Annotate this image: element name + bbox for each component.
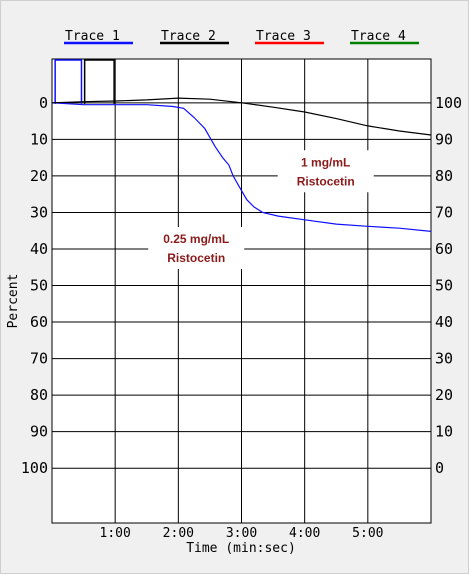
y-right-tick-label: 10 — [435, 423, 453, 441]
y-right-tick-label: 40 — [435, 313, 453, 331]
x-tick-label: 1:00 — [100, 526, 131, 541]
y-right-tick-label: 30 — [435, 350, 453, 368]
annotation-low-line-1: 0.25 mg/mL — [163, 232, 229, 246]
annotation-low-line-2: Ristocetin — [167, 251, 225, 265]
series-start-pulse-1 — [54, 59, 83, 104]
y-left-tick-label: 100 — [21, 459, 48, 477]
series-line-2 — [51, 97, 432, 136]
series-start-pulse-2 — [83, 59, 115, 104]
y-right-tick-label: 80 — [435, 167, 453, 185]
x-axis-label: Time (min:sec) — [186, 541, 296, 556]
y-left-tick-label: 80 — [30, 386, 48, 404]
y-left-tick-label: 0 — [39, 94, 48, 112]
x-tick-label: 2:00 — [163, 526, 194, 541]
x-tick-label: 5:00 — [352, 526, 383, 541]
series-line-1 — [51, 102, 432, 232]
x-tick-label: 3:00 — [226, 526, 257, 541]
y-axis-label: Percent — [6, 274, 21, 329]
y-right-tick-label: 100 — [435, 94, 462, 112]
annotation-high-line-2: Ristocetin — [297, 174, 355, 188]
y-right-tick-label: 0 — [435, 459, 444, 477]
y-left-tick-label: 50 — [30, 277, 48, 295]
legend-label-2: Trace 2 — [161, 29, 216, 44]
annotation-high-line-1: 1 mg/mL — [301, 155, 350, 169]
annotation-bg-high — [277, 150, 374, 193]
y-left-tick-label: 20 — [30, 167, 48, 185]
legend-label-1: Trace 1 — [65, 29, 120, 44]
y-right-tick-label: 50 — [435, 277, 453, 295]
x-tick-label: 4:00 — [289, 526, 320, 541]
y-left-tick-label: 90 — [30, 423, 48, 441]
y-left-tick-label: 10 — [30, 130, 48, 148]
y-right-tick-label: 70 — [435, 203, 453, 221]
y-right-tick-label: 60 — [435, 240, 453, 258]
y-right-tick-label: 90 — [435, 130, 453, 148]
y-right-tick-label: 20 — [435, 386, 453, 404]
y-left-tick-label: 70 — [30, 350, 48, 368]
legend-label-4: Trace 4 — [351, 29, 406, 44]
y-left-tick-label: 30 — [30, 203, 48, 221]
y-left-tick-label: 40 — [30, 240, 48, 258]
legend-label-3: Trace 3 — [256, 29, 311, 44]
y-left-tick-label: 60 — [30, 313, 48, 331]
annotation-bg-low — [148, 226, 245, 269]
